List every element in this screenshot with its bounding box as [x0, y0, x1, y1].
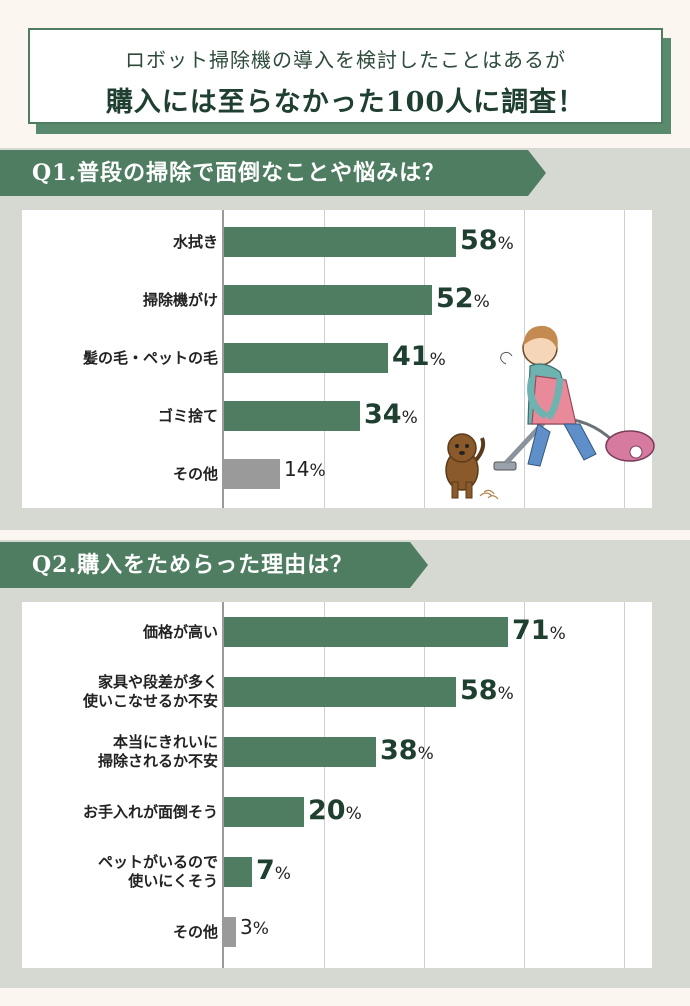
- category-label: ペットがいるので 使いにくそう: [97, 853, 218, 890]
- title-line2: 購入には至らなかった100人に調査！: [105, 87, 586, 118]
- category-label: 水拭き: [172, 232, 218, 251]
- value-number: 71: [512, 615, 550, 646]
- title-line1: ロボット掃除機の導入を検討したことはあるが: [125, 48, 566, 72]
- q1-banner: Q1.普段の掃除で面倒なことや悩みは？: [0, 150, 528, 196]
- value-unit: %: [309, 461, 326, 481]
- value-label: 58%: [460, 675, 514, 706]
- value-number: 41: [392, 341, 430, 372]
- bar: [224, 285, 432, 315]
- value-number: 38: [380, 735, 418, 766]
- value-label: 14%: [284, 457, 326, 481]
- grid-line: [624, 210, 625, 508]
- category-label: 本当にきれいに 掃除されるか不安: [97, 733, 218, 770]
- q2-section: Q2.購入をためらった理由は？ 価格が高い 71% 家具や段差が多く 使いこなせるか不…: [0, 540, 690, 988]
- q1-title: Q1.普段の掃除で面倒なことや悩みは？: [32, 160, 446, 186]
- q1-axis: [222, 210, 224, 508]
- value-label: 38%: [380, 735, 434, 766]
- category-label: その他: [172, 464, 218, 483]
- grid-line: [324, 602, 325, 968]
- bar: [224, 227, 456, 257]
- value-unit: %: [345, 804, 362, 824]
- value-unit: %: [473, 292, 490, 312]
- grid-line: [424, 210, 425, 508]
- bar: [224, 401, 360, 431]
- grid-line: [524, 602, 525, 968]
- category-label: 家具や段差が多く 使いこなせるか不安: [82, 673, 218, 710]
- category-label: 髪の毛・ペットの毛: [82, 348, 218, 367]
- value-label: 52%: [436, 283, 490, 314]
- category-label: 価格が高い: [142, 622, 218, 641]
- value-number: 58: [460, 675, 498, 706]
- bar: [224, 617, 508, 647]
- category-label: ゴミ捨て: [157, 406, 218, 425]
- q2-banner: Q2.購入をためらった理由は？: [0, 542, 410, 588]
- grid-line: [524, 210, 525, 508]
- value-label: 58%: [460, 225, 514, 256]
- grid-line: [624, 602, 625, 968]
- title-box: ロボット掃除機の導入を検討したことはあるが 購入には至らなかった100人に調査！: [28, 28, 663, 124]
- value-unit: %: [274, 864, 291, 884]
- value-number: 7: [256, 855, 275, 886]
- value-number: 58: [460, 225, 498, 256]
- value-unit: %: [252, 919, 269, 939]
- value-number: 3: [240, 915, 253, 939]
- value-unit: %: [549, 624, 566, 644]
- bar: [224, 737, 376, 767]
- q2-chart-panel: 価格が高い 71% 家具や段差が多く 使いこなせるか不安 58% 本当にきれいに 掃除される…: [22, 602, 652, 968]
- dog-icon: [445, 433, 486, 499]
- bar: [224, 459, 280, 489]
- bar: [224, 917, 236, 947]
- value-unit: %: [401, 408, 418, 428]
- category-label: お手入れが面倒そう: [82, 802, 218, 821]
- woman-icon: [522, 325, 597, 467]
- value-label: 34%: [364, 399, 418, 430]
- q1-section: Q1.普段の掃除で面倒なことや悩みは？ 水拭き 58% 掃除機がけ 52% 髪の毛・ペッ…: [0, 148, 690, 530]
- category-label: 掃除機がけ: [142, 290, 218, 309]
- value-unit: %: [417, 744, 434, 764]
- q2-title: Q2.購入をためらった理由は？: [32, 552, 354, 578]
- sigh-icon: [500, 351, 513, 365]
- bar: [224, 857, 252, 887]
- bar: [224, 343, 388, 373]
- value-label: 20%: [308, 795, 362, 826]
- cleaning-illustration: [445, 325, 655, 500]
- value-number: 34: [364, 399, 402, 430]
- q1-banner-tail: [528, 150, 546, 196]
- value-unit: %: [497, 234, 514, 254]
- value-unit: %: [497, 684, 514, 704]
- value-label: 3%: [240, 915, 269, 939]
- value-unit: %: [429, 350, 446, 370]
- value-label: 71%: [512, 615, 566, 646]
- value-label: 7%: [256, 855, 291, 886]
- value-label: 41%: [392, 341, 446, 372]
- q2-axis: [222, 602, 224, 968]
- bar: [224, 797, 304, 827]
- q2-banner-tail: [410, 542, 428, 588]
- category-label: その他: [172, 922, 218, 941]
- value-number: 14: [284, 457, 310, 481]
- value-number: 52: [436, 283, 474, 314]
- bar: [224, 677, 456, 707]
- value-number: 20: [308, 795, 346, 826]
- dust-pile-icon: [479, 489, 499, 500]
- grid-line: [424, 602, 425, 968]
